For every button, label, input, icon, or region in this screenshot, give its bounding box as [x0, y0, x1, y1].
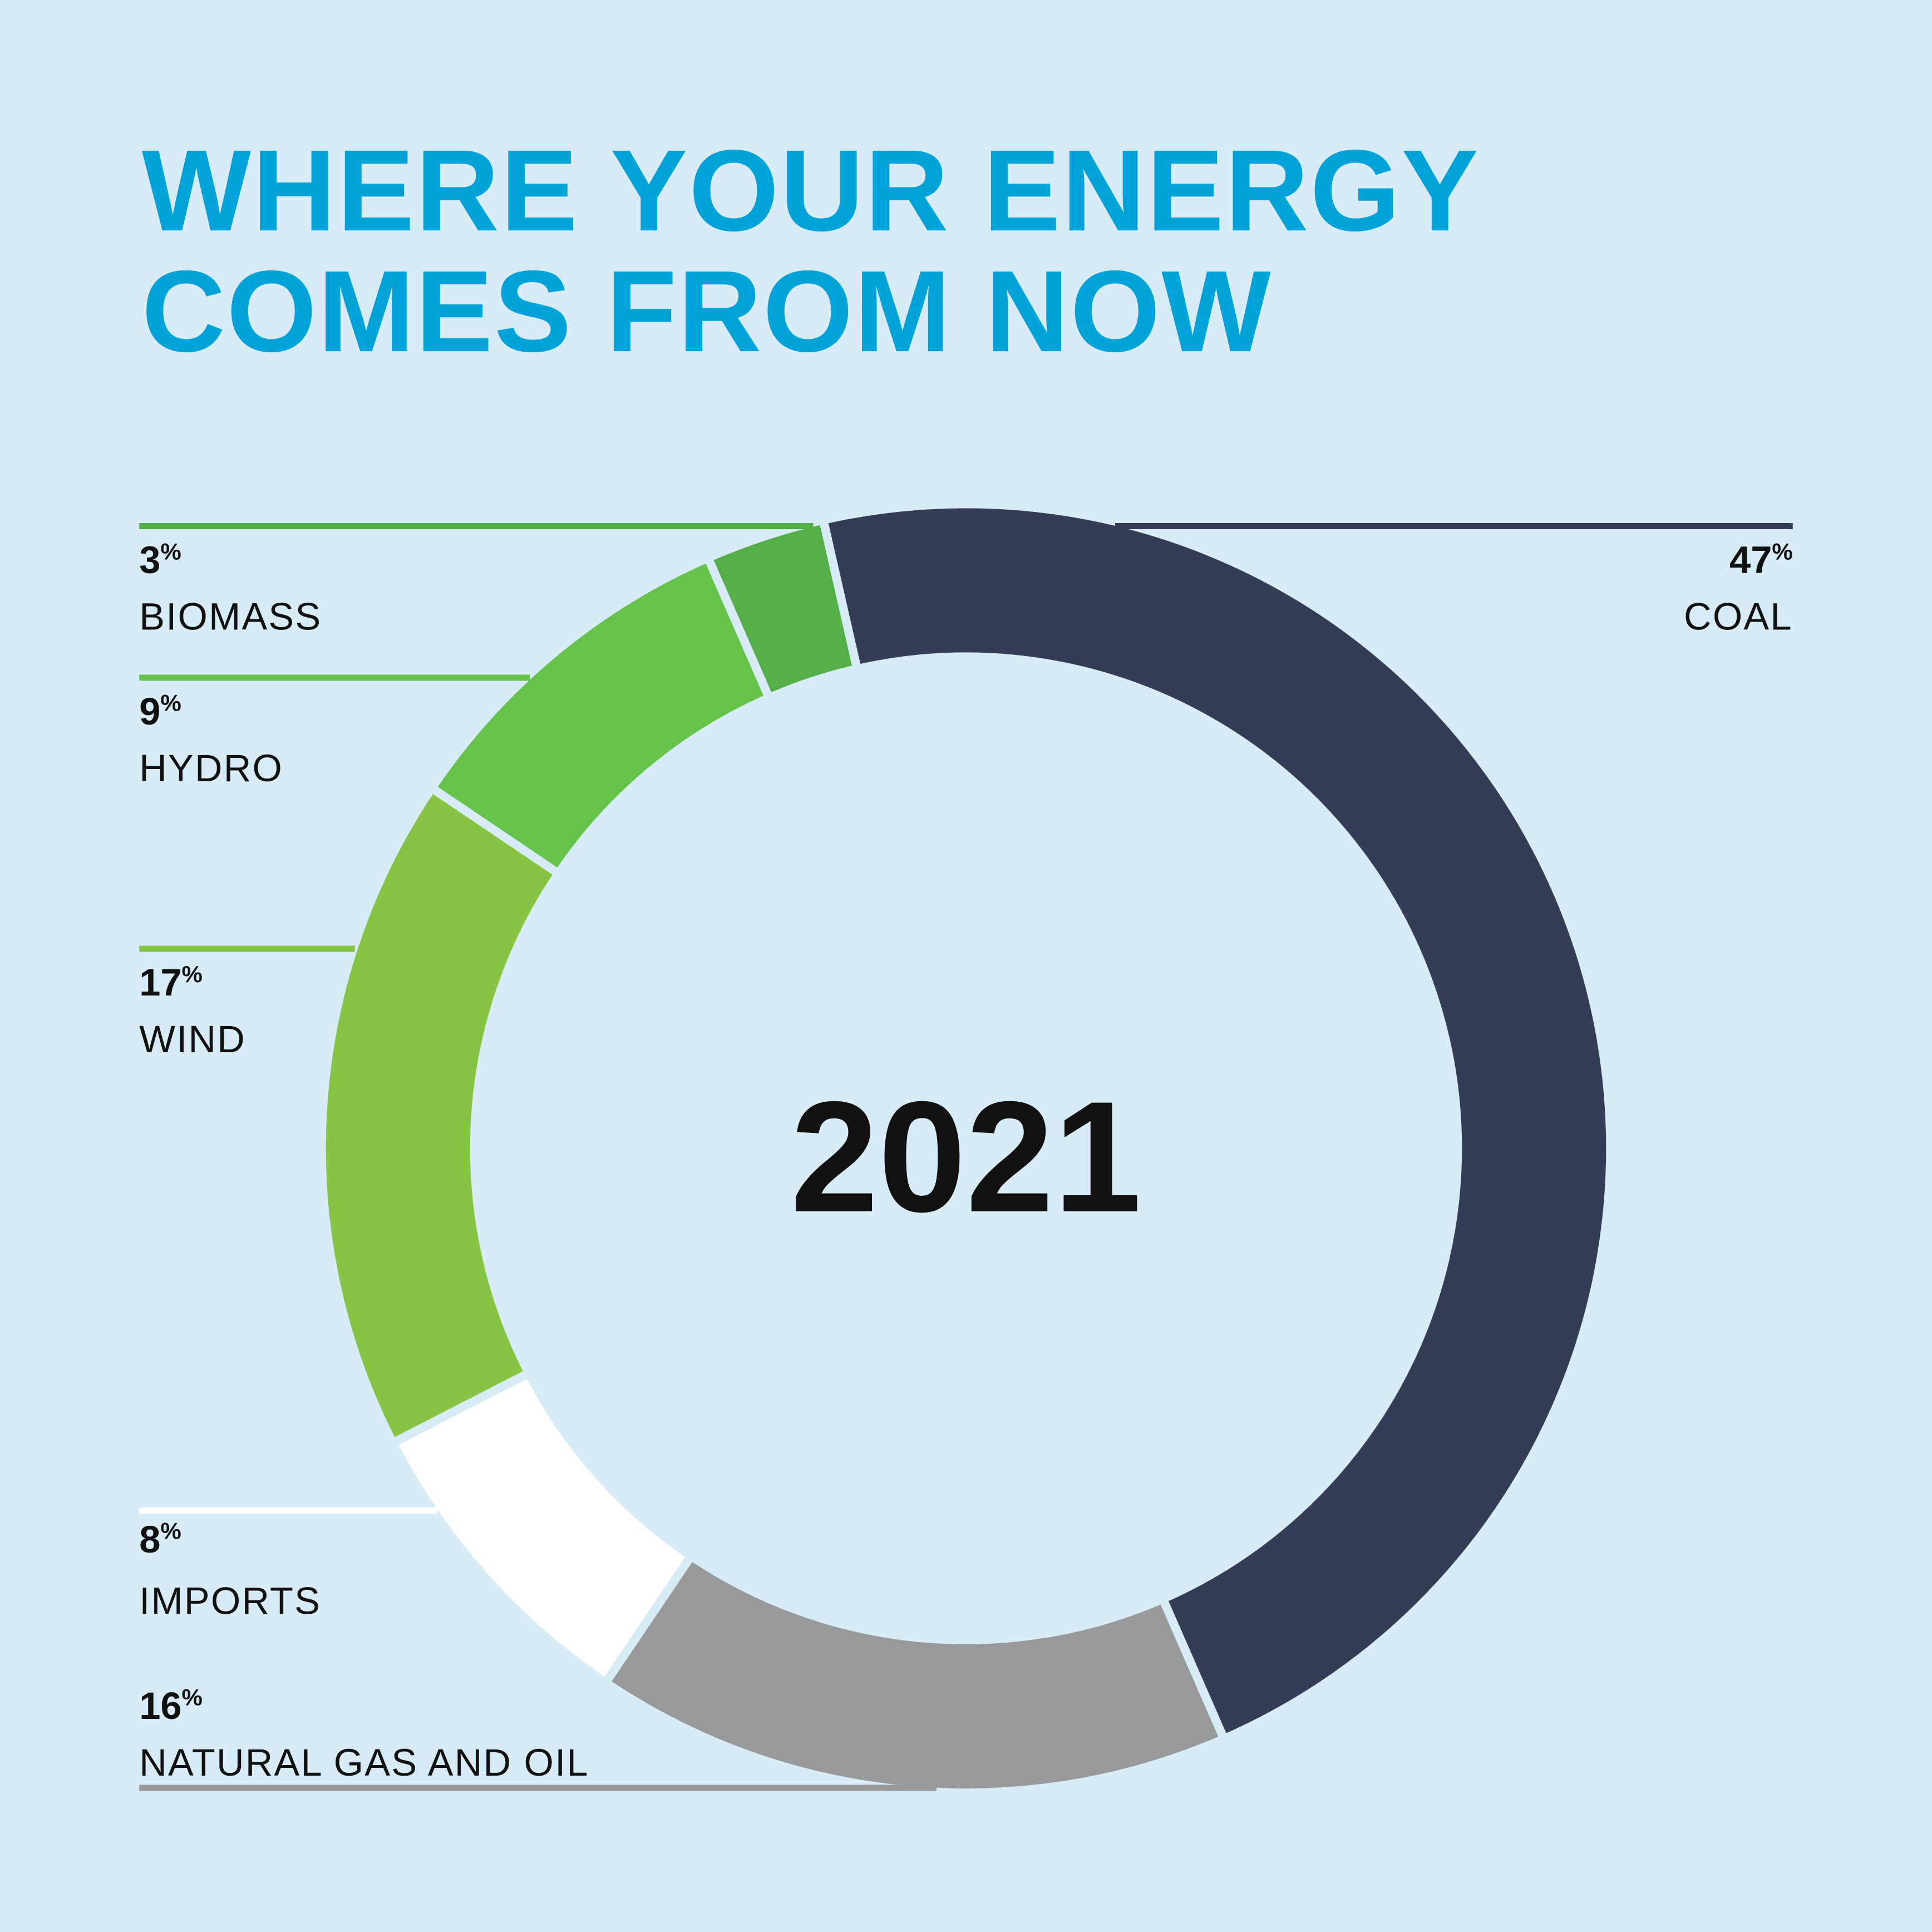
donut-segment: [317, 782, 565, 1449]
value-label: 16%: [139, 1684, 203, 1727]
donut: [317, 499, 1615, 1797]
legend-label: BIOMASS: [139, 595, 322, 638]
value-label: 8%: [139, 1518, 181, 1561]
legend-label: WIND: [139, 1018, 246, 1061]
donut-segment: [599, 1550, 1230, 1797]
chart-title: WHERE YOUR ENERGY COMES FROM NOW: [141, 125, 1478, 376]
value-label: 9%: [139, 690, 181, 733]
legend-label: COAL: [1684, 595, 1793, 638]
donut-segment: [818, 499, 1615, 1745]
value-label: 17%: [139, 961, 203, 1004]
legend-label: HYDRO: [139, 747, 283, 790]
center-label: 2021: [791, 1069, 1142, 1245]
legend-label: NATURAL GAS AND OIL: [139, 1741, 589, 1784]
value-label: 47%: [1729, 538, 1793, 581]
value-label: 3%: [139, 538, 181, 581]
legend-label: IMPORTS: [139, 1580, 321, 1623]
donut-segment: [702, 515, 862, 704]
donut-segment: [426, 552, 775, 880]
